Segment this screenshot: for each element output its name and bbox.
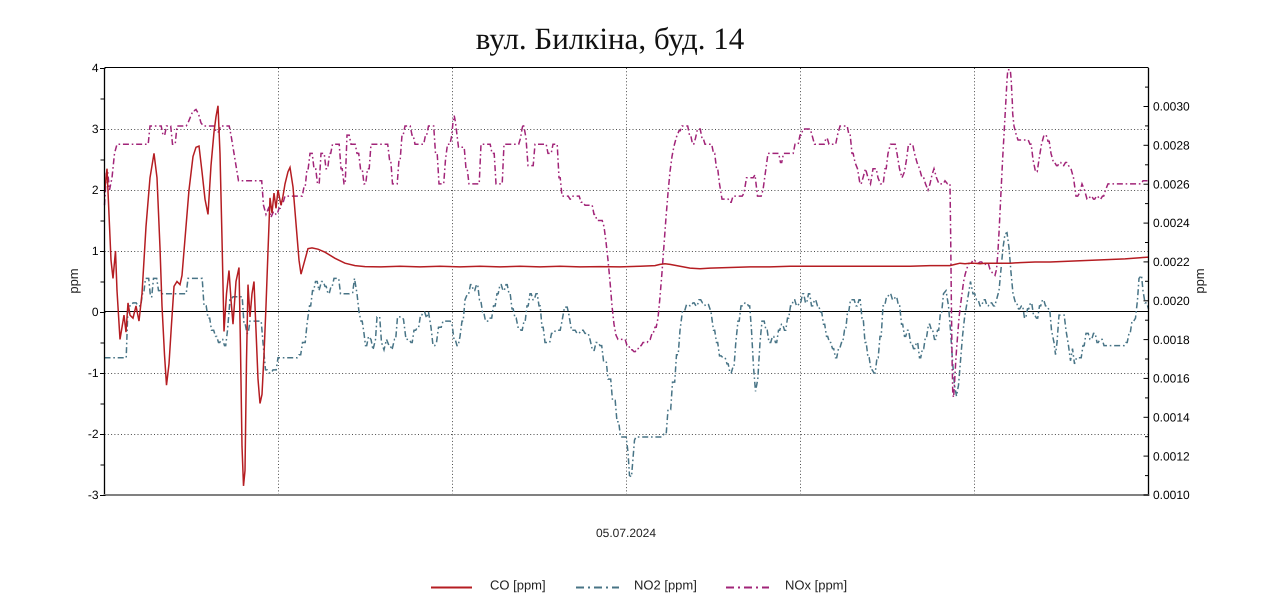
svg-text:0.0010: 0.0010 xyxy=(1153,488,1190,502)
svg-text:NOx [ppm]: NOx [ppm] xyxy=(785,578,847,593)
svg-text:-3: -3 xyxy=(88,488,99,502)
svg-text:4: 4 xyxy=(92,61,99,75)
svg-text:0.0012: 0.0012 xyxy=(1153,449,1190,463)
svg-text:0.0014: 0.0014 xyxy=(1153,411,1190,425)
svg-text:-1: -1 xyxy=(88,366,99,380)
svg-text:ppm: ppm xyxy=(66,268,81,293)
svg-text:3: 3 xyxy=(92,122,99,136)
svg-text:NO2 [ppm]: NO2 [ppm] xyxy=(634,578,697,593)
svg-text:0.0016: 0.0016 xyxy=(1153,372,1190,386)
svg-text:-2: -2 xyxy=(88,427,99,441)
svg-text:0: 0 xyxy=(92,305,99,319)
svg-text:вул. Билкіна, буд. 14: вул. Билкіна, буд. 14 xyxy=(476,21,745,56)
svg-text:0.0022: 0.0022 xyxy=(1153,255,1190,269)
svg-text:1: 1 xyxy=(92,244,99,258)
svg-text:0.0018: 0.0018 xyxy=(1153,333,1190,347)
svg-text:2: 2 xyxy=(92,183,99,197)
svg-text:05.07.2024: 05.07.2024 xyxy=(596,526,656,540)
svg-text:0.0026: 0.0026 xyxy=(1153,177,1190,191)
svg-text:0.0024: 0.0024 xyxy=(1153,216,1190,230)
svg-text:0.0030: 0.0030 xyxy=(1153,100,1190,114)
svg-text:CO [ppm]: CO [ppm] xyxy=(490,578,546,593)
svg-text:0.0020: 0.0020 xyxy=(1153,294,1190,308)
svg-text:ppm: ppm xyxy=(1192,268,1207,293)
svg-text:0.0028: 0.0028 xyxy=(1153,139,1190,153)
